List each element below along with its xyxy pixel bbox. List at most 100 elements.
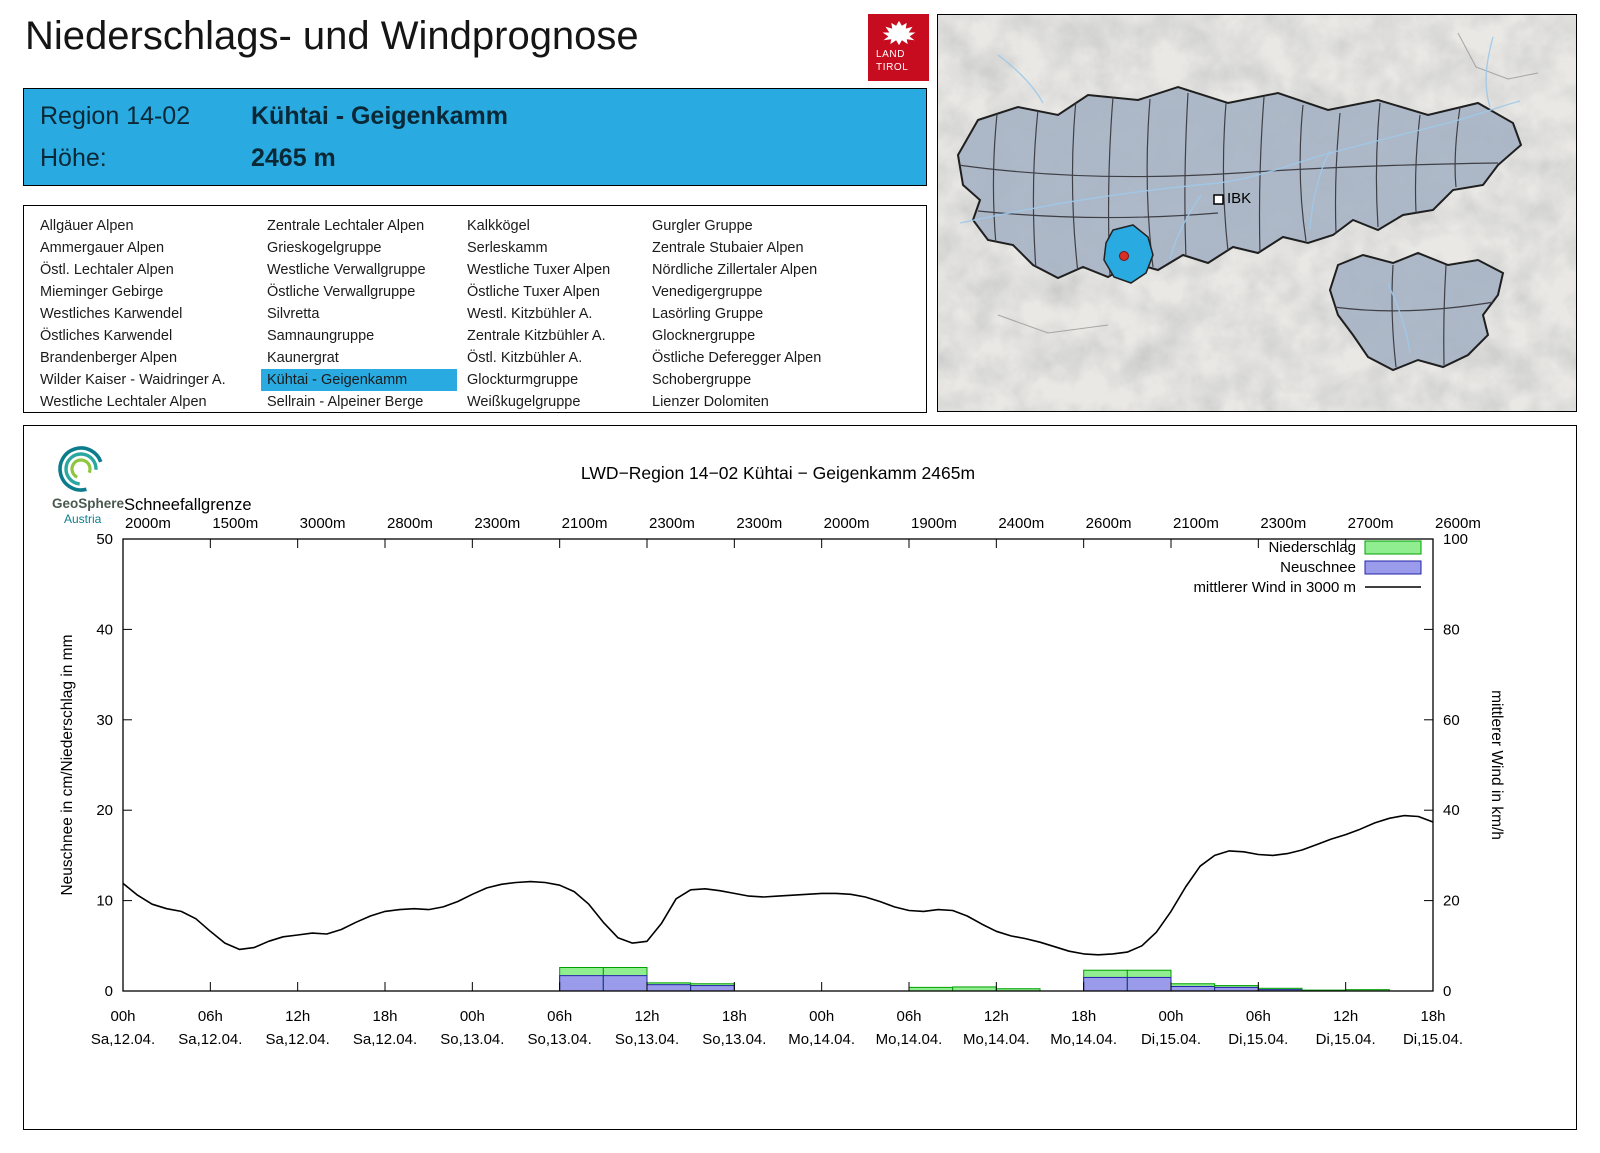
region-list-item[interactable]: Ammergauer Alpen [40,240,165,256]
region-list-item[interactable]: Westliche Verwallgruppe [267,262,426,278]
x-tick-date-label: Sa,12.04. [353,1031,417,1048]
region-name: Kühtai - Geigenkamm [251,102,508,130]
snowline-value: 1500m [212,515,258,532]
region-list-item[interactable]: Östliche Tuxer Alpen [467,284,600,300]
region-list-item[interactable]: Glockturmgruppe [467,372,579,388]
x-tick-date-label: Mo,14.04. [876,1031,943,1048]
region-list-item[interactable]: Östliche Deferegger Alpen [652,350,822,366]
x-tick-hour-label: 00h [460,1008,485,1025]
snow-bar [646,984,692,992]
snowline-value: 1900m [911,515,957,532]
region-list-item[interactable]: Westliches Karwendel [40,306,183,322]
region-list-item[interactable]: Samnaungruppe [267,328,375,344]
region-list-item[interactable]: Weißkugelgruppe [467,394,581,410]
region-list-item[interactable]: Wilder Kaiser - Waidringer A. [40,372,226,388]
region-list-item[interactable]: Schobergruppe [652,372,752,388]
tirol-map-svg[interactable]: IBK [938,15,1576,411]
region-list-item[interactable]: Gurgler Gruppe [652,218,753,234]
region-list-item[interactable]: Zentrale Kitzbühler A. [467,328,606,344]
region-list-item[interactable]: Mieminger Gebirge [40,284,164,300]
y-right-axis-label: mittlerer Wind in km/h [1488,690,1505,840]
region-list-item[interactable]: Östliches Karwendel [40,328,173,344]
region-list-item[interactable]: Östl. Kitzbühler A. [467,350,583,366]
region-list-item[interactable]: Kaunergrat [267,350,339,366]
snowline-value: 2000m [125,515,171,532]
y-left-axis-label: Neuschnee in cm/Niederschlag in mm [59,634,76,895]
logo-text-land: LAND [876,49,906,60]
ibk-marker [1213,194,1224,205]
region-list-item[interactable]: Lasörling Gruppe [652,306,764,322]
map-outside-borders [997,32,1539,334]
forecast-chart: 00h Sa,12.04. 2000m 06h Sa,12.04. 1500m 12h Sa,… [52,446,1505,1048]
x-tick-date-label: So,13.04. [440,1031,504,1048]
y-left-tick-label: 50 [96,531,113,548]
x-tick-date-label: Mo,14.04. [963,1031,1030,1048]
region-list-item[interactable]: Venedigergruppe [652,284,763,300]
region-list-item[interactable]: Kalkkögel [467,218,530,234]
x-tick-date-label: Mo,14.04. [788,1031,855,1048]
region-list-item[interactable]: Östl. Lechtaler Alpen [40,262,174,278]
x-tick-date-label: Di,15.04. [1228,1031,1288,1048]
x-tick-hour-label: 12h [1333,1008,1358,1025]
region-list-item[interactable]: Östliche Verwallgruppe [267,284,416,300]
region-list-item[interactable]: Zentrale Stubaier Alpen [652,240,804,256]
region-list-column: Zentrale Lechtaler Alpen Grieskogelgruppe… [261,215,457,413]
y-right-tick-label: 60 [1443,712,1460,729]
snowline-value: 2300m [736,515,782,532]
region-list-item[interactable]: Grieskogelgruppe [267,240,382,256]
region-list-item[interactable]: Allgäuer Alpen [40,218,134,234]
region-list-item[interactable]: Sellrain - Alpeiner Berge [267,394,424,410]
x-tick-date-label: So,13.04. [615,1031,679,1048]
y-left-tick-label: 20 [96,802,113,819]
x-tick-hour-label: 00h [809,1008,834,1025]
y-left-tick-label: 40 [96,621,113,638]
x-tick-hour-label: 12h [285,1008,310,1025]
snowline-value: 3000m [300,515,346,532]
north-tirol-regions[interactable] [956,85,1523,280]
region-label: Region 14-02 [40,102,191,130]
region-list-item-selected[interactable]: Kühtai - Geigenkamm [261,369,457,391]
x-tick-date-label: Di,15.04. [1403,1031,1463,1048]
region-list-item[interactable]: Lienzer Dolomiten [652,394,769,410]
region-list-item[interactable]: Brandenberger Alpen [40,350,178,366]
region-list-column: Gurgler Gruppe Zentrale Stubaier Alpen Nör… [646,215,914,413]
geosphere-logo: GeoSphere Austria [52,446,125,526]
x-tick-date-label: So,13.04. [528,1031,592,1048]
snowline-value: 2300m [1260,515,1306,532]
x-tick-hour-label: 18h [1071,1008,1096,1025]
east-tirol-regions[interactable] [1328,251,1505,372]
forecast-chart-panel: 00h Sa,12.04. 2000m 06h Sa,12.04. 1500m 12h Sa,… [23,425,1577,1130]
snowline-value: 2100m [1173,515,1219,532]
region-list-item[interactable]: Silvretta [267,306,320,322]
y-right-tick-label: 20 [1443,893,1460,910]
page-title: Niederschlags- und Windprognose [25,14,639,58]
x-tick-hour-label: 06h [547,1008,572,1025]
snow-bar [690,985,735,992]
y-right-tick-label: 80 [1443,621,1460,638]
x-tick-hour-label: 18h [722,1008,747,1025]
plot-border [122,538,1434,992]
region-list-item[interactable]: Glocknergruppe [652,328,756,344]
snowline-value: 2800m [387,515,433,532]
snowline-value: 2600m [1086,515,1132,532]
legend-label: mittlerer Wind in 3000 m [1193,579,1356,596]
x-tick-hour-label: 00h [1158,1008,1183,1025]
region-list-item[interactable]: Westliche Lechtaler Alpen [40,394,207,410]
x-tick-hour-label: 06h [1246,1008,1271,1025]
snow-bar [1126,976,1172,992]
region-list-item[interactable]: Serleskamm [467,240,548,256]
x-tick-hour-label: 06h [198,1008,223,1025]
snowline-value: 2700m [1348,515,1394,532]
region-list-item[interactable]: Nördliche Zillertaler Alpen [652,262,818,278]
region-list-item[interactable]: Westliche Tuxer Alpen [467,262,611,278]
tirol-map[interactable]: IBK [937,14,1577,412]
x-tick-date-label: Di,15.04. [1316,1031,1376,1048]
altitude-label: Höhe: [40,144,107,172]
snowline-value: 2400m [998,515,1044,532]
map-rivers [959,36,1521,354]
station-marker [1119,251,1129,261]
region-list-item[interactable]: Westl. Kitzbühler A. [467,306,593,322]
region-list-item[interactable]: Zentrale Lechtaler Alpen [267,218,425,234]
legend-swatch-1 [1364,560,1422,575]
geosphere-name: GeoSphere [52,496,125,511]
